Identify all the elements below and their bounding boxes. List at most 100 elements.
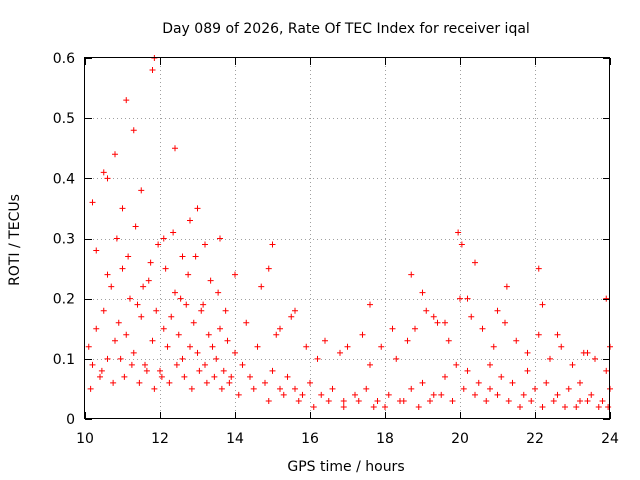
data-point — [340, 403, 347, 410]
data-point — [188, 385, 195, 392]
data-point — [419, 289, 426, 296]
data-point — [423, 307, 430, 314]
data-point — [104, 175, 111, 182]
data-point — [355, 397, 362, 404]
data-point — [487, 361, 493, 368]
data-point — [303, 343, 310, 350]
data-point — [455, 229, 462, 236]
data-point — [502, 319, 508, 326]
data-point — [117, 355, 124, 362]
data-point — [196, 367, 203, 374]
data-point — [162, 265, 169, 272]
data-point — [130, 127, 137, 134]
data-point — [202, 241, 208, 248]
data-point — [524, 349, 531, 356]
data-point — [584, 349, 591, 356]
data-point — [273, 331, 280, 338]
data-point — [108, 283, 115, 290]
data-point — [453, 361, 460, 368]
data-point — [85, 343, 92, 350]
data-point — [232, 271, 238, 278]
data-point — [367, 301, 373, 308]
y-tick-label: 0.3 — [53, 232, 75, 248]
data-point — [254, 343, 261, 350]
data-point — [194, 349, 201, 356]
data-point — [543, 379, 550, 386]
data-point — [382, 403, 388, 410]
data-point — [419, 379, 426, 386]
data-point — [457, 295, 463, 302]
data-point — [554, 391, 561, 398]
data-point — [181, 373, 188, 380]
data-point — [125, 253, 132, 260]
data-point — [100, 307, 107, 314]
data-point — [389, 325, 396, 332]
data-point — [217, 325, 223, 332]
data-point — [449, 397, 456, 404]
data-point — [464, 295, 471, 302]
data-point — [177, 295, 184, 302]
data-point — [573, 403, 580, 410]
data-point — [472, 391, 478, 398]
data-point — [595, 403, 602, 410]
data-point — [142, 361, 148, 368]
data-point — [239, 361, 246, 368]
data-point — [524, 367, 531, 374]
data-point — [370, 403, 377, 410]
data-point — [104, 271, 111, 278]
data-point — [172, 289, 178, 296]
data-point — [203, 379, 210, 386]
data-point — [310, 403, 317, 410]
data-point — [547, 355, 553, 362]
y-tick-label: 0.2 — [53, 292, 75, 308]
y-axis-label: ROTI / TECUs — [7, 194, 23, 286]
data-point — [128, 361, 135, 368]
data-point — [130, 349, 137, 356]
data-point — [558, 343, 565, 350]
data-point — [151, 385, 158, 392]
data-point — [155, 241, 162, 248]
data-point — [215, 289, 222, 296]
data-point — [532, 385, 538, 392]
x-tick-label: 22 — [526, 431, 544, 447]
data-point — [498, 373, 505, 380]
x-tick-label: 12 — [151, 431, 169, 447]
data-point — [577, 397, 583, 404]
x-tick-labels: 10 12 14 16 18 20 22 24 — [76, 431, 619, 447]
data-point — [603, 295, 610, 302]
data-point — [434, 319, 441, 326]
data-point — [269, 367, 276, 374]
data-point — [378, 343, 385, 350]
data-point — [562, 403, 568, 410]
data-point — [166, 379, 173, 386]
data-point — [205, 331, 212, 338]
data-point — [565, 385, 572, 392]
y-tick-labels: 0 0.1 0.2 0.3 0.4 0.5 0.6 — [53, 51, 75, 428]
data-point — [202, 361, 208, 368]
data-point — [363, 385, 370, 392]
data-point — [123, 97, 130, 104]
data-point — [487, 385, 493, 392]
data-point — [445, 337, 452, 344]
data-point — [140, 283, 147, 290]
data-point — [112, 337, 118, 344]
data-point — [314, 355, 321, 362]
data-point — [149, 337, 156, 344]
data-point — [235, 391, 242, 398]
data-point — [168, 313, 175, 320]
data-point — [479, 325, 486, 332]
data-point — [143, 367, 150, 374]
data-point — [136, 379, 143, 386]
data-point — [100, 169, 107, 176]
data-point — [475, 379, 482, 386]
data-point — [605, 403, 612, 410]
data-point — [494, 307, 501, 314]
data-point — [134, 301, 141, 308]
data-point — [584, 397, 591, 404]
data-point — [222, 307, 229, 314]
data-point — [503, 283, 510, 290]
data-point — [520, 391, 527, 398]
y-tick-label: 0.6 — [53, 51, 75, 67]
data-point — [185, 271, 192, 278]
data-point — [517, 403, 523, 410]
